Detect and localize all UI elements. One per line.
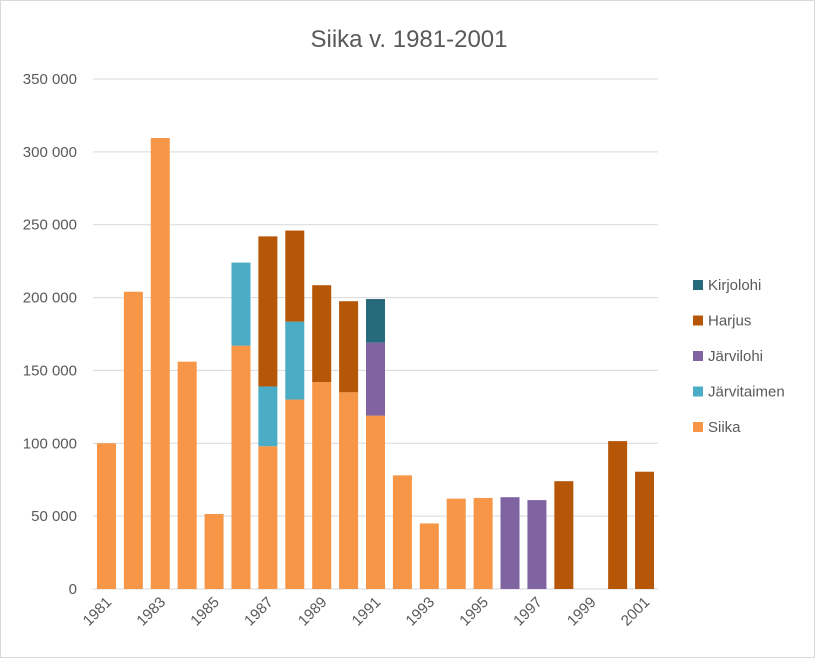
bar-siika-1993 [419,523,439,589]
legend-label-järvitaimen: Järvitaimen [708,384,785,401]
legend-label-harjus: Harjus [708,313,751,330]
bar-harjus-1988 [285,230,305,322]
chart-title: Siika v. 1981-2001 [310,26,507,53]
legend-swatch-kirjolohi [693,280,703,290]
x-tick-label: 1981 [80,594,116,630]
bar-siika-1995 [473,497,493,589]
bar-järvilohi-1996 [500,497,520,589]
bar-siika-1989 [312,382,332,589]
bar-siika-1992 [392,475,412,589]
x-tick-label: 1995 [456,594,492,630]
x-tick-label: 1987 [241,594,277,630]
legend-swatch-siika [693,422,703,432]
bar-siika-1984 [177,361,197,589]
bar-järvilohi-1997 [527,500,547,589]
x-tick-label: 1985 [187,594,223,630]
x-tick-label: 2001 [618,594,654,630]
x-tick-label: 1991 [349,594,385,630]
bar-siika-1982 [123,291,143,589]
x-tick-label: 1983 [133,594,169,630]
bar-siika-1981 [96,443,116,589]
bar-siika-1987 [258,446,278,589]
x-tick-label: 1999 [564,594,600,630]
bar-järvitaimen-1987 [258,386,278,447]
bar-siika-1994 [446,498,466,589]
y-tick-label: 50 000 [31,508,77,525]
bar-järvilohi-1991 [366,342,385,416]
legend-swatch-järvilohi [693,351,703,361]
bar-siika-1986 [231,345,251,589]
bar-kirjolohi-1991 [366,299,385,343]
bar-harjus-2001 [635,471,655,589]
legend-label-kirjolohi: Kirjolohi [708,277,761,294]
bar-harjus-1990 [339,301,359,393]
bar-järvitaimen-1988 [285,321,305,400]
x-tick-label: 1993 [403,594,439,630]
legend-label-järvilohi: Järvilohi [708,348,763,365]
bar-siika-1985 [204,513,224,589]
y-tick-label: 150 000 [23,362,77,379]
y-tick-label: 0 [69,581,77,598]
bar-siika-1990 [339,392,359,589]
bar-harjus-1998 [554,481,574,589]
legend-swatch-järvitaimen [693,386,703,397]
y-tick-label: 200 000 [23,290,77,307]
y-tick-label: 250 000 [23,217,77,234]
bar-harjus-1987 [258,236,278,387]
x-tick-label: 1989 [295,594,331,630]
bar-siika-1988 [285,399,305,589]
y-tick-label: 300 000 [23,144,77,161]
bar-siika-1983 [150,138,170,589]
legend-label-siika: Siika [708,419,741,436]
bar-järvitaimen-1986 [231,262,251,346]
x-tick-label: 1997 [510,594,546,630]
bar-siika-1991 [366,415,385,589]
bar-harjus-2000 [608,441,628,589]
legend-swatch-harjus [693,315,703,326]
y-tick-label: 350 000 [23,71,77,88]
bar-harjus-1989 [312,285,332,383]
y-tick-label: 100 000 [23,435,77,452]
